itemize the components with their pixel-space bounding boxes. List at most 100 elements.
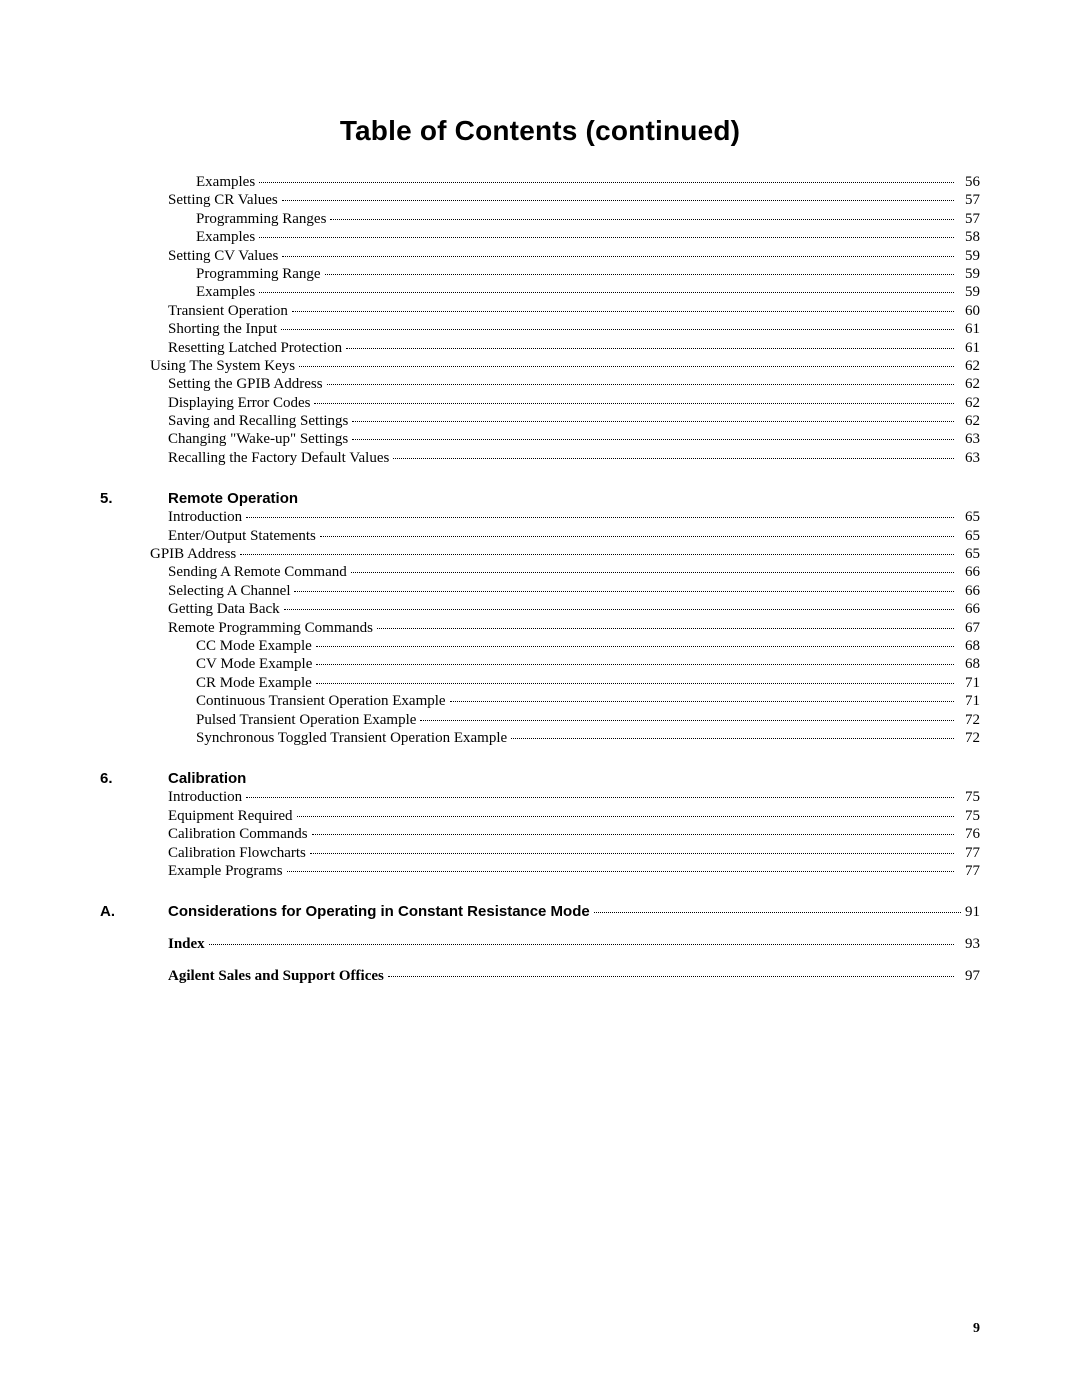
toc-entry-page: 59: [956, 267, 980, 282]
table-of-contents: Examples56Setting CR Values57Programming…: [100, 175, 980, 987]
toc-entry-label: Transient Operation: [168, 304, 290, 319]
toc-leader-dots: [420, 720, 954, 721]
toc-entry-page: 59: [956, 285, 980, 300]
toc-leader-dots: [393, 458, 954, 459]
toc-leader-dots: [281, 329, 954, 330]
toc-leader-dots: [299, 366, 954, 367]
toc-entry-page: 57: [956, 193, 980, 208]
toc-leader-dots: [259, 292, 954, 293]
toc-entry-page: 62: [956, 359, 980, 374]
toc-entry-label: Enter/Output Statements: [168, 529, 318, 544]
toc-entry: Examples58: [100, 230, 980, 248]
toc-entry-label: Introduction: [168, 790, 244, 805]
toc-entry-page: 59: [956, 249, 980, 264]
toc-entry-label: Setting CR Values: [168, 193, 280, 208]
toc-entry-label: Resetting Latched Protection: [168, 341, 344, 356]
toc-entry-page: 72: [956, 713, 980, 728]
toc-entry-label: Getting Data Back: [168, 602, 282, 617]
toc-leader-dots: [346, 348, 954, 349]
toc-leader-dots: [310, 853, 954, 854]
toc-entry: GPIB Address65: [100, 547, 980, 565]
toc-leader-dots: [327, 384, 954, 385]
toc-entry-page: 61: [956, 322, 980, 337]
toc-entry-page: 71: [956, 676, 980, 691]
toc-entry-label: Examples: [196, 230, 257, 245]
toc-section-header: 5.Remote Operation: [100, 491, 980, 506]
toc-entry-label: Calibration Flowcharts: [168, 846, 308, 861]
toc-leader-dots: [287, 871, 954, 872]
toc-entry-label: Example Programs: [168, 864, 285, 879]
spacer: [100, 923, 980, 937]
toc-entry: Selecting A Channel66: [100, 584, 980, 602]
toc-entry: Synchronous Toggled Transient Operation …: [100, 731, 980, 749]
toc-entry-page: 71: [956, 694, 980, 709]
toc-entry-page: 93: [956, 937, 980, 952]
toc-entry: Introduction75: [100, 790, 980, 808]
toc-leader-dots: [320, 536, 954, 537]
toc-leader-dots: [388, 976, 954, 977]
toc-entry-label: Sending A Remote Command: [168, 565, 349, 580]
toc-entry-page: 56: [956, 175, 980, 190]
toc-entry: Programming Range59: [100, 267, 980, 285]
toc-entry-page: 60: [956, 304, 980, 319]
toc-leader-dots: [450, 701, 954, 702]
toc-entry: Programming Ranges 57: [100, 212, 980, 230]
toc-entry-label: Shorting the Input: [168, 322, 279, 337]
toc-leader-dots: [297, 816, 954, 817]
toc-entry: Setting CV Values59: [100, 249, 980, 267]
toc-entry: Index93: [100, 937, 980, 955]
toc-leader-dots: [282, 256, 954, 257]
page-number: 9: [973, 1321, 980, 1337]
toc-entry-label: Synchronous Toggled Transient Operation …: [196, 731, 509, 746]
toc-leader-dots: [511, 738, 954, 739]
toc-entry: Enter/Output Statements65: [100, 529, 980, 547]
toc-leader-dots: [377, 628, 954, 629]
toc-entry-label: Changing "Wake-up" Settings: [168, 432, 350, 447]
toc-leader-dots: [316, 646, 954, 647]
toc-leader-dots: [292, 311, 954, 312]
toc-entry: Examples56: [100, 175, 980, 193]
toc-entry: Pulsed Transient Operation Example 72: [100, 713, 980, 731]
toc-entry-label: Programming Ranges: [196, 212, 328, 227]
toc-entry-label: Calibration Commands: [168, 827, 310, 842]
toc-entry-page: 62: [956, 377, 980, 392]
toc-leader-dots: [284, 609, 954, 610]
toc-leader-dots: [246, 517, 954, 518]
toc-entry-page: 66: [956, 602, 980, 617]
toc-entry-label: CR Mode Example: [196, 676, 314, 691]
toc-entry: Transient Operation 60: [100, 304, 980, 322]
toc-entry-page: 66: [956, 584, 980, 599]
toc-entry-label: Recalling the Factory Default Values: [168, 451, 391, 466]
toc-entry-page: 63: [956, 451, 980, 466]
toc-entry-label: GPIB Address: [150, 547, 238, 562]
toc-entry-page: 62: [956, 396, 980, 411]
toc-leader-dots: [312, 834, 954, 835]
toc-entry: Sending A Remote Command66: [100, 565, 980, 583]
toc-entry: Displaying Error Codes62: [100, 396, 980, 414]
toc-entry-page: 61: [956, 341, 980, 356]
toc-entry-label: Saving and Recalling Settings: [168, 414, 350, 429]
toc-entry: Setting CR Values 57: [100, 193, 980, 211]
toc-leader-dots: [294, 591, 954, 592]
toc-entry-label: Pulsed Transient Operation Example: [196, 713, 418, 728]
toc-entry-page: 57: [956, 212, 980, 227]
toc-entry: Remote Programming Commands67: [100, 621, 980, 639]
toc-section-header: 6.Calibration: [100, 771, 980, 786]
toc-leader-dots: [352, 421, 954, 422]
toc-entry-label: Using The System Keys: [150, 359, 297, 374]
toc-leader-dots: [330, 219, 954, 220]
toc-leader-dots: [316, 683, 954, 684]
toc-entry: Example Programs77: [100, 864, 980, 882]
appendix-title: Considerations for Operating in Constant…: [168, 904, 592, 919]
toc-entry: Using The System Keys 62: [100, 359, 980, 377]
toc-leader-dots: [325, 274, 954, 275]
toc-section: 6.CalibrationIntroduction75Equipment Req…: [100, 771, 980, 882]
toc-leader-dots: [352, 439, 954, 440]
toc-section-title: Calibration: [168, 771, 980, 786]
toc-leader-dots: [351, 572, 954, 573]
toc-appendix-row: A. Considerations for Operating in Const…: [100, 904, 980, 922]
toc-entry-label: Examples: [196, 285, 257, 300]
toc-section-number: 5.: [100, 491, 168, 506]
toc-entry: Introduction65: [100, 510, 980, 528]
toc-entry: CV Mode Example68: [100, 657, 980, 675]
